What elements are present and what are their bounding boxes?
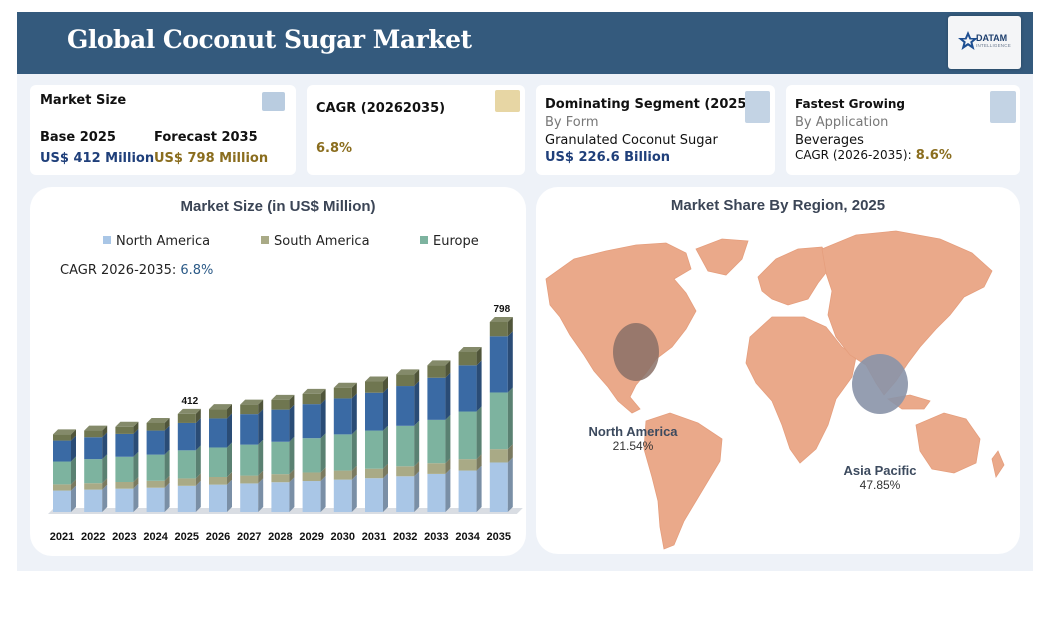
legend-swatch-north-america bbox=[103, 236, 111, 244]
north-america-share-marker bbox=[613, 323, 659, 381]
legend-swatch-europe bbox=[420, 236, 428, 244]
north-america-name: North America bbox=[588, 424, 678, 439]
base-year-label: Base 2025 bbox=[40, 130, 116, 145]
cagr-card: CAGR (20262035) 6.8% bbox=[307, 85, 525, 175]
bar-cagr-label: CAGR 2026-2035: bbox=[60, 263, 177, 278]
bar-chart-cagr-note: CAGR 2026-2035: 6.8% bbox=[60, 263, 213, 278]
base-year-value: US$ 412 Million bbox=[40, 151, 155, 166]
legend-swatch-south-america bbox=[261, 236, 269, 244]
fastest-segment: Beverages bbox=[795, 133, 864, 148]
brand-logo[interactable]: DATAM INTELLIGENCE bbox=[948, 16, 1021, 69]
star-logo-icon bbox=[958, 31, 978, 50]
fastest-cagr-label: CAGR (2026-2035): bbox=[795, 148, 912, 162]
north-america-share: 21.54% bbox=[612, 439, 654, 453]
forecast-year-label: Forecast 2035 bbox=[154, 130, 258, 145]
dominating-value: US$ 226.6 Billion bbox=[545, 150, 671, 165]
dominating-segment: Granulated Coconut Sugar bbox=[545, 133, 718, 148]
fastest-cagr-value: 8.6% bbox=[915, 148, 952, 163]
legend-label-north-america: North America bbox=[116, 234, 211, 249]
legend-label-europe: Europe bbox=[433, 234, 479, 249]
legend-item-europe: Europe bbox=[420, 234, 479, 249]
fastest-title: Fastest Growing bbox=[795, 97, 906, 111]
legend-label-south-america: South America bbox=[274, 234, 370, 249]
forecast-year-value: US$ 798 Million bbox=[154, 151, 269, 166]
cagr-value: 6.8% bbox=[316, 141, 353, 156]
map-new-zealand bbox=[991, 450, 1005, 479]
cagr-title: CAGR (20262035) bbox=[316, 101, 446, 116]
map-asia bbox=[821, 230, 993, 396]
header-bar: Global Coconut Sugar Market DATAM INTELL… bbox=[17, 12, 1033, 74]
fastest-cagr: CAGR (2026-2035): 8.6% bbox=[795, 148, 952, 163]
map-australia bbox=[915, 412, 981, 474]
fastest-swatch bbox=[990, 91, 1016, 123]
region-label-north-america: North America 21.54% bbox=[563, 424, 703, 453]
region-map-panel: Market Share By Region, 2025 bbox=[536, 187, 1020, 554]
dominating-swatch bbox=[745, 91, 770, 123]
map-title: Market Share By Region, 2025 bbox=[670, 197, 886, 214]
legend-item-north-america: North America bbox=[103, 234, 210, 249]
map-north-america bbox=[545, 242, 697, 414]
asia-pacific-share: 47.85% bbox=[859, 478, 901, 492]
page-title: Global Coconut Sugar Market bbox=[67, 25, 472, 54]
map-europe bbox=[757, 246, 833, 306]
bar-chart-title: Market Size (in US$ Million) bbox=[180, 198, 376, 215]
dominating-title: Dominating Segment (2025) bbox=[545, 97, 753, 112]
bar-cagr-value: 6.8% bbox=[180, 263, 214, 278]
map-africa bbox=[745, 316, 857, 464]
fastest-by: By Application bbox=[795, 115, 889, 130]
world-map bbox=[545, 230, 1005, 550]
dominating-segment-card: Dominating Segment (2025) By Form Granul… bbox=[536, 85, 775, 175]
asia-pacific-share-marker bbox=[852, 354, 908, 414]
asia-pacific-name: Asia Pacific bbox=[843, 463, 917, 478]
fastest-growing-card: Fastest Growing By Application Beverages… bbox=[786, 85, 1020, 175]
cagr-swatch bbox=[495, 90, 520, 112]
market-size-card: Market Size Base 2025 US$ 412 Million Fo… bbox=[30, 85, 296, 175]
logo-sub: INTELLIGENCE bbox=[976, 43, 1011, 48]
map-greenland bbox=[695, 238, 749, 276]
dominating-by: By Form bbox=[545, 115, 599, 130]
market-size-title: Market Size bbox=[40, 93, 127, 108]
logo-name: DATAM bbox=[976, 33, 1008, 43]
map-south-america bbox=[643, 412, 723, 550]
market-size-swatch bbox=[262, 92, 285, 111]
region-label-asia-pacific: Asia Pacific 47.85% bbox=[820, 463, 940, 492]
legend-item-south-america: South America bbox=[261, 234, 370, 249]
